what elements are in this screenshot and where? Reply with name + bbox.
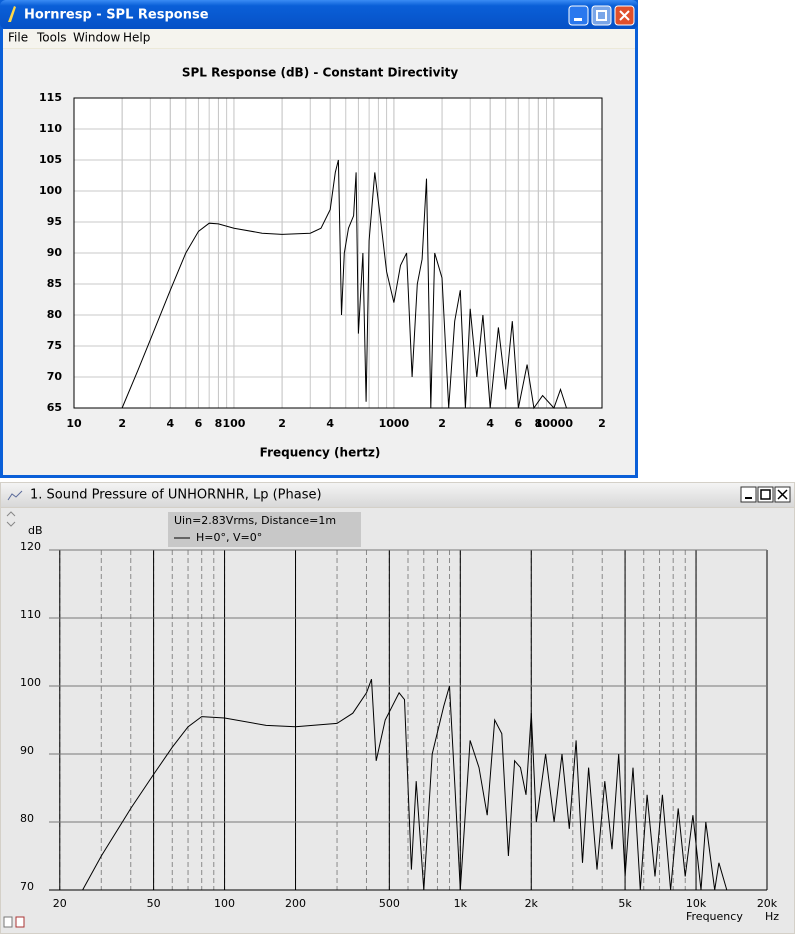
panel-title: 1. Sound Pressure of UNHORNHR, Lp (Phase… bbox=[30, 488, 322, 503]
y-tick-label: 80 bbox=[47, 308, 63, 321]
close-icon bbox=[619, 10, 630, 21]
x-tick-label: 2 bbox=[278, 417, 286, 430]
x-axis-unit: Hz bbox=[765, 910, 779, 923]
chart: 20 50 100 200 500 1k 2k 5k 10k 20k 70 80 90 100 110 120 bbox=[20, 540, 778, 910]
status-icon[interactable] bbox=[3, 916, 13, 928]
menu-bar bbox=[3, 29, 635, 48]
x-tick-label: 1000 bbox=[379, 417, 410, 430]
maximize-icon bbox=[596, 10, 607, 21]
menu-item[interactable]: Tools bbox=[36, 31, 67, 45]
x-tick-label: 4 bbox=[166, 417, 174, 430]
x-tick-label: 100 bbox=[214, 897, 235, 910]
x-tick-label: 50 bbox=[147, 897, 161, 910]
x-tick-label: 6 bbox=[515, 417, 523, 430]
x-tick-label: 2k bbox=[525, 897, 539, 910]
x-tick-label: 6 bbox=[195, 417, 203, 430]
y-tick-label: 80 bbox=[20, 812, 34, 825]
y-axis-label: dB bbox=[28, 524, 43, 537]
x-tick-label: 2 bbox=[118, 417, 126, 430]
y-tick-label: 100 bbox=[39, 184, 62, 197]
app-icon bbox=[8, 6, 16, 22]
plot-border bbox=[73, 97, 603, 409]
response-line bbox=[59, 679, 767, 891]
y-tick-label: 70 bbox=[20, 880, 34, 893]
y-tick-label: 95 bbox=[47, 215, 62, 228]
minimize-icon bbox=[574, 18, 582, 21]
x-tick-label: 10 bbox=[66, 417, 82, 430]
x-tick-label: 2 bbox=[438, 417, 446, 430]
x-tick-label: 200 bbox=[285, 897, 306, 910]
x-tick-label: 2 bbox=[598, 417, 606, 430]
title-bar bbox=[0, 0, 638, 29]
legend-box bbox=[168, 512, 361, 547]
minimize-icon bbox=[745, 497, 752, 499]
status-icon[interactable] bbox=[15, 916, 25, 928]
legend-note: Uin=2.83Vrms, Distance=1m bbox=[174, 514, 336, 527]
y-tick-label: 120 bbox=[20, 540, 41, 553]
x-tick-label: 1k bbox=[454, 897, 468, 910]
y-tick-label: 65 bbox=[47, 401, 62, 414]
x-tick-label: 10k bbox=[686, 897, 707, 910]
y-tick-label: 90 bbox=[20, 744, 34, 757]
x-tick-label: 8 bbox=[215, 417, 223, 430]
y-tick-label: 75 bbox=[47, 339, 62, 352]
x-tick-label: 20k bbox=[757, 897, 778, 910]
chart-title: SPL Response (dB) - Constant Directivity bbox=[182, 66, 458, 80]
title-bar bbox=[1, 483, 794, 507]
y-tick-label: 100 bbox=[20, 676, 41, 689]
y-tick-label: 85 bbox=[47, 277, 62, 290]
y-tick-label: 110 bbox=[20, 608, 41, 621]
y-tick-label: 110 bbox=[39, 122, 62, 135]
menu-item[interactable]: File bbox=[8, 31, 28, 45]
response-line bbox=[121, 159, 567, 410]
x-tick-label: 500 bbox=[379, 897, 400, 910]
panel-icon bbox=[7, 490, 23, 501]
x-tick-label: 100 bbox=[222, 417, 245, 430]
x-tick-label: 4 bbox=[326, 417, 334, 430]
x-tick-label: 8 bbox=[535, 417, 543, 430]
y-tick-label: 115 bbox=[39, 91, 62, 104]
legend-entry: H=0°, V=0° bbox=[196, 531, 262, 544]
y-tick-label: 105 bbox=[39, 153, 62, 166]
y-tick-label: 90 bbox=[47, 246, 63, 259]
minimize-button[interactable] bbox=[740, 486, 757, 503]
menu-item[interactable]: Window bbox=[73, 31, 121, 45]
x-tick-label: 5k bbox=[618, 897, 632, 910]
x-tick-label: 10000 bbox=[535, 417, 574, 430]
x-axis-label: Frequency bbox=[686, 910, 743, 923]
minimize-button[interactable] bbox=[568, 5, 589, 26]
x-axis-label: Frequency (hertz) bbox=[260, 446, 381, 460]
maximize-button[interactable] bbox=[591, 5, 612, 26]
scroll-arrows[interactable] bbox=[6, 511, 16, 527]
window-title: Hornresp - SPL Response bbox=[24, 8, 209, 23]
close-icon bbox=[777, 489, 788, 500]
y-tick-label: 70 bbox=[47, 370, 63, 383]
menu-item[interactable]: Help bbox=[123, 31, 150, 45]
x-tick-label: 4 bbox=[486, 417, 494, 430]
maximize-icon bbox=[760, 489, 771, 500]
x-tick-label: 20 bbox=[53, 897, 67, 910]
